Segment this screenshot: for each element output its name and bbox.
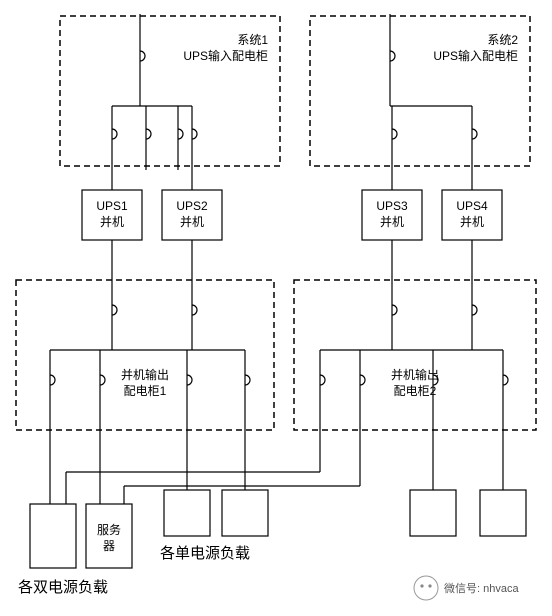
svg-text:UPS2: UPS2: [176, 199, 208, 213]
svg-text:并机输出: 并机输出: [121, 367, 169, 382]
panel-sys2: 系统2UPS输入配电柜: [310, 16, 530, 166]
svg-text:配电柜1: 配电柜1: [124, 384, 167, 398]
svg-text:并机: 并机: [380, 215, 404, 229]
label-dual-load: 各双电源负载: [18, 579, 108, 596]
load-dualA: [30, 504, 76, 568]
svg-text:微信号: nhvaca: 微信号: nhvaca: [444, 581, 519, 595]
svg-text:UPS4: UPS4: [456, 199, 488, 213]
svg-text:并机: 并机: [100, 215, 124, 229]
label-single-load: 各单电源负载: [160, 545, 250, 562]
svg-text:器: 器: [103, 539, 115, 553]
load-singB: [222, 490, 268, 536]
ups-u1: UPS1 并机: [82, 190, 142, 240]
svg-text:UPS3: UPS3: [376, 199, 408, 213]
svg-text:并机输出: 并机输出: [391, 367, 439, 382]
load-rA: [410, 490, 456, 536]
load-server: 服务器: [86, 504, 132, 568]
svg-text:配电柜2: 配电柜2: [394, 384, 437, 398]
svg-text:UPS1: UPS1: [96, 199, 128, 213]
load-singA: [164, 490, 210, 536]
svg-text:系统2: 系统2: [487, 33, 518, 47]
svg-text:并机: 并机: [180, 215, 204, 229]
svg-text:UPS输入配电柜: UPS输入配电柜: [183, 48, 268, 63]
panel-out2: 并机输出配电柜2: [294, 280, 536, 430]
svg-text:并机: 并机: [460, 215, 484, 229]
svg-text:系统1: 系统1: [237, 33, 268, 47]
ups-u4: UPS4 并机: [442, 190, 502, 240]
panel-out1: 并机输出配电柜1: [16, 280, 274, 430]
svg-text:服务: 服务: [97, 522, 121, 537]
svg-text:UPS输入配电柜: UPS输入配电柜: [433, 48, 518, 63]
ups-u2: UPS2 并机: [162, 190, 222, 240]
ups-u3: UPS3 并机: [362, 190, 422, 240]
watermark: 微信号: nhvaca: [414, 576, 519, 600]
panel-sys1: 系统1UPS输入配电柜: [60, 16, 280, 166]
load-rB: [480, 490, 526, 536]
